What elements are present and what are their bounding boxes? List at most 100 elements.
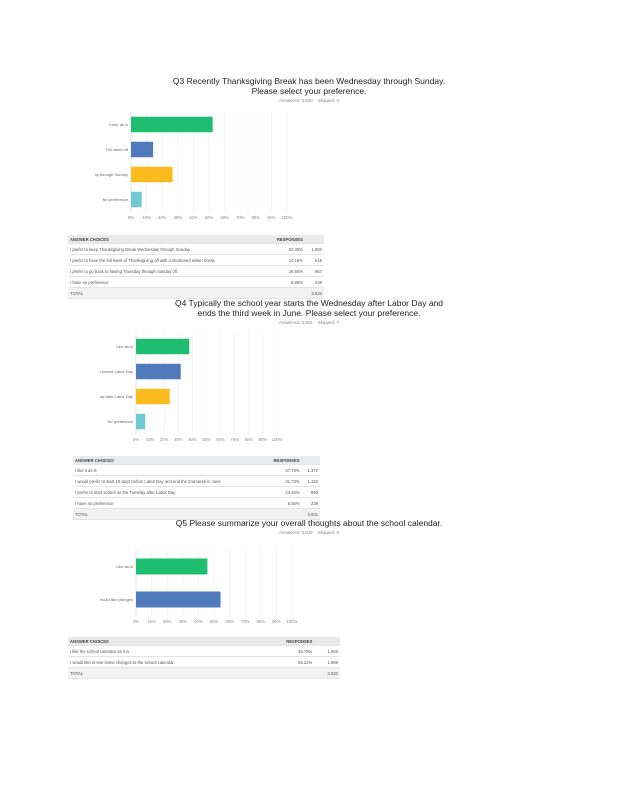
responses-table-q4: ANSWER CHOICES RESPONSES I like it as is… <box>73 456 320 520</box>
responses-table-q3: ANSWER CHOICES RESPONSES I prefer to kee… <box>68 235 324 299</box>
x-tick-label: 80% <box>252 215 261 220</box>
answer-percent: 14.16% <box>265 254 305 266</box>
answered-count: Answered: 3,633 <box>278 98 313 103</box>
category-label: Start Tuesday after Labor Day <box>100 394 133 399</box>
x-tick-label: 100% <box>282 215 293 220</box>
table-total-row: TOTAL 3,633 <box>68 287 324 299</box>
response-meta: Answered: 3,631 Skipped: 7 <box>0 320 618 325</box>
category-label: Start before Labor Day <box>100 369 133 374</box>
table-header: ANSWER CHOICES RESPONSES <box>68 235 324 244</box>
category-label: Like as is <box>116 564 133 569</box>
x-tick-label: 70% <box>231 437 240 442</box>
header-responses: RESPONSES <box>260 637 315 646</box>
question-block-q4: Q4 Typically the school year starts the … <box>0 298 618 325</box>
answer-count: 1,152 <box>301 475 320 487</box>
bar <box>131 191 142 208</box>
answer-count: 967 <box>304 265 324 277</box>
x-tick-label: 30% <box>179 619 188 624</box>
answer-percent: 6.85% <box>265 276 305 288</box>
x-tick-label: 40% <box>189 215 198 220</box>
x-tick-label: 90% <box>272 619 281 624</box>
answer-text: I prefer to start school on the Tuesday … <box>73 486 264 498</box>
table-row: I like the school calendar as it is. 45.7… <box>68 645 340 657</box>
answer-percent: 23.94% <box>263 486 302 498</box>
x-tick-label: 50% <box>202 437 211 442</box>
x-tick-label: 50% <box>210 619 219 624</box>
table-row: I prefer to start school on the Tuesday … <box>73 486 320 498</box>
x-tick-label: 10% <box>146 437 155 442</box>
answer-text: I prefer to go back to having Thursday t… <box>68 265 266 277</box>
total-count: 3,632 <box>314 667 340 679</box>
bar-chart-q5: 0% 10% 20% 30% 40% 50% 60% 70% 80% 90% 100% Like as… <box>100 550 298 624</box>
x-tick-label: 90% <box>259 437 268 442</box>
header-responses: RESPONSES <box>265 235 305 244</box>
x-tick-label: 80% <box>245 437 254 442</box>
x-tick-label: 40% <box>194 619 203 624</box>
response-meta: Answered: 3,632 Skipped: 6 <box>0 530 618 535</box>
total-label: TOTAL <box>68 667 261 679</box>
bar <box>131 141 154 158</box>
category-label: No preference <box>108 419 134 424</box>
answer-count: 1,902 <box>304 243 324 255</box>
answer-count: 249 <box>304 276 324 288</box>
category-label: Like as is <box>116 344 133 349</box>
x-tick-label: 60% <box>220 215 229 220</box>
answer-count: 1,663 <box>314 645 340 657</box>
category-label: Would like changes <box>100 597 133 602</box>
table-row: I have no preference 6.85% 249 <box>68 276 324 288</box>
table-row: I have no preference 6.55% 238 <box>73 497 320 509</box>
x-tick-label: 70% <box>241 619 250 624</box>
x-tick-label: 60% <box>216 437 225 442</box>
answer-text: I have no preference <box>73 497 264 509</box>
x-tick-label: 90% <box>267 215 276 220</box>
answer-count: 1,969 <box>314 656 340 668</box>
response-meta: Answered: 3,633 Skipped: 5 <box>0 98 618 103</box>
answer-count: 515 <box>304 254 324 266</box>
skipped-count: Skipped: 7 <box>317 320 340 325</box>
x-tick-label: 100% <box>272 437 283 442</box>
answer-percent: 26.60% <box>265 265 305 277</box>
answer-percent: 52.35% <box>265 243 305 255</box>
header-answer-choices: ANSWER CHOICES <box>68 235 266 244</box>
table-header: ANSWER CHOICES RESPONSES <box>73 456 320 465</box>
table-total-row: TOTAL 3,632 <box>68 667 340 679</box>
question-title-line1: Q5 Please summarize your overall thought… <box>175 518 443 528</box>
bar <box>136 363 181 380</box>
category-label: Keep as is <box>109 122 128 127</box>
x-tick-label: 0% <box>133 619 139 624</box>
answer-count: 238 <box>301 497 320 509</box>
table-row: I prefer to go back to having Thursday t… <box>68 265 324 277</box>
question-title-line1: Q3 Recently Thanksgiving Break has been … <box>172 76 446 86</box>
answer-count: 869 <box>301 486 320 498</box>
header-answer-choices: ANSWER CHOICES <box>73 456 264 465</box>
x-tick-label: 50% <box>205 215 214 220</box>
bar <box>136 388 170 405</box>
question-block-q5: Q5 Please summarize your overall thought… <box>0 518 618 535</box>
skipped-count: Skipped: 5 <box>317 98 340 103</box>
x-tick-label: 30% <box>174 437 183 442</box>
x-tick-label: 70% <box>236 215 245 220</box>
answer-percent: 54.22% <box>260 656 315 668</box>
answered-count: Answered: 3,631 <box>278 320 313 325</box>
answer-text: I would like to see some changes to the … <box>68 656 261 668</box>
table-total-row: TOTAL 3,631 <box>73 508 320 520</box>
question-block-q3: Q3 Recently Thanksgiving Break has been … <box>0 76 618 103</box>
answer-text: I prefer to keep Thanksgiving Break Wedn… <box>68 243 266 255</box>
x-tick-label: 0% <box>133 437 139 442</box>
table-row: I prefer to have the full week of Thanks… <box>68 254 324 266</box>
bar <box>136 558 208 575</box>
bar <box>136 591 221 608</box>
x-tick-label: 20% <box>163 619 172 624</box>
answer-text: I like the school calendar as it is. <box>68 645 261 657</box>
responses-table-q5: ANSWER CHOICES RESPONSES I like the scho… <box>68 637 340 679</box>
question-title-line2: ends the third week in June. Please sele… <box>197 308 421 318</box>
bar-chart-q3: 0% 10% 20% 30% 40% 50% 60% 70% 80% 90% 100% Keep as… <box>95 112 293 220</box>
answer-percent: 31.73% <box>263 475 302 487</box>
table-header: ANSWER CHOICES RESPONSES <box>68 637 340 646</box>
table-row: I would prefer to start 10 days before L… <box>73 475 320 487</box>
bar <box>131 116 213 133</box>
question-title: Q5 Please summarize your overall thought… <box>0 518 618 528</box>
answer-count: 1,372 <box>301 464 320 476</box>
answer-text: I would prefer to start 10 days before L… <box>73 475 264 487</box>
header-responses: RESPONSES <box>263 456 302 465</box>
